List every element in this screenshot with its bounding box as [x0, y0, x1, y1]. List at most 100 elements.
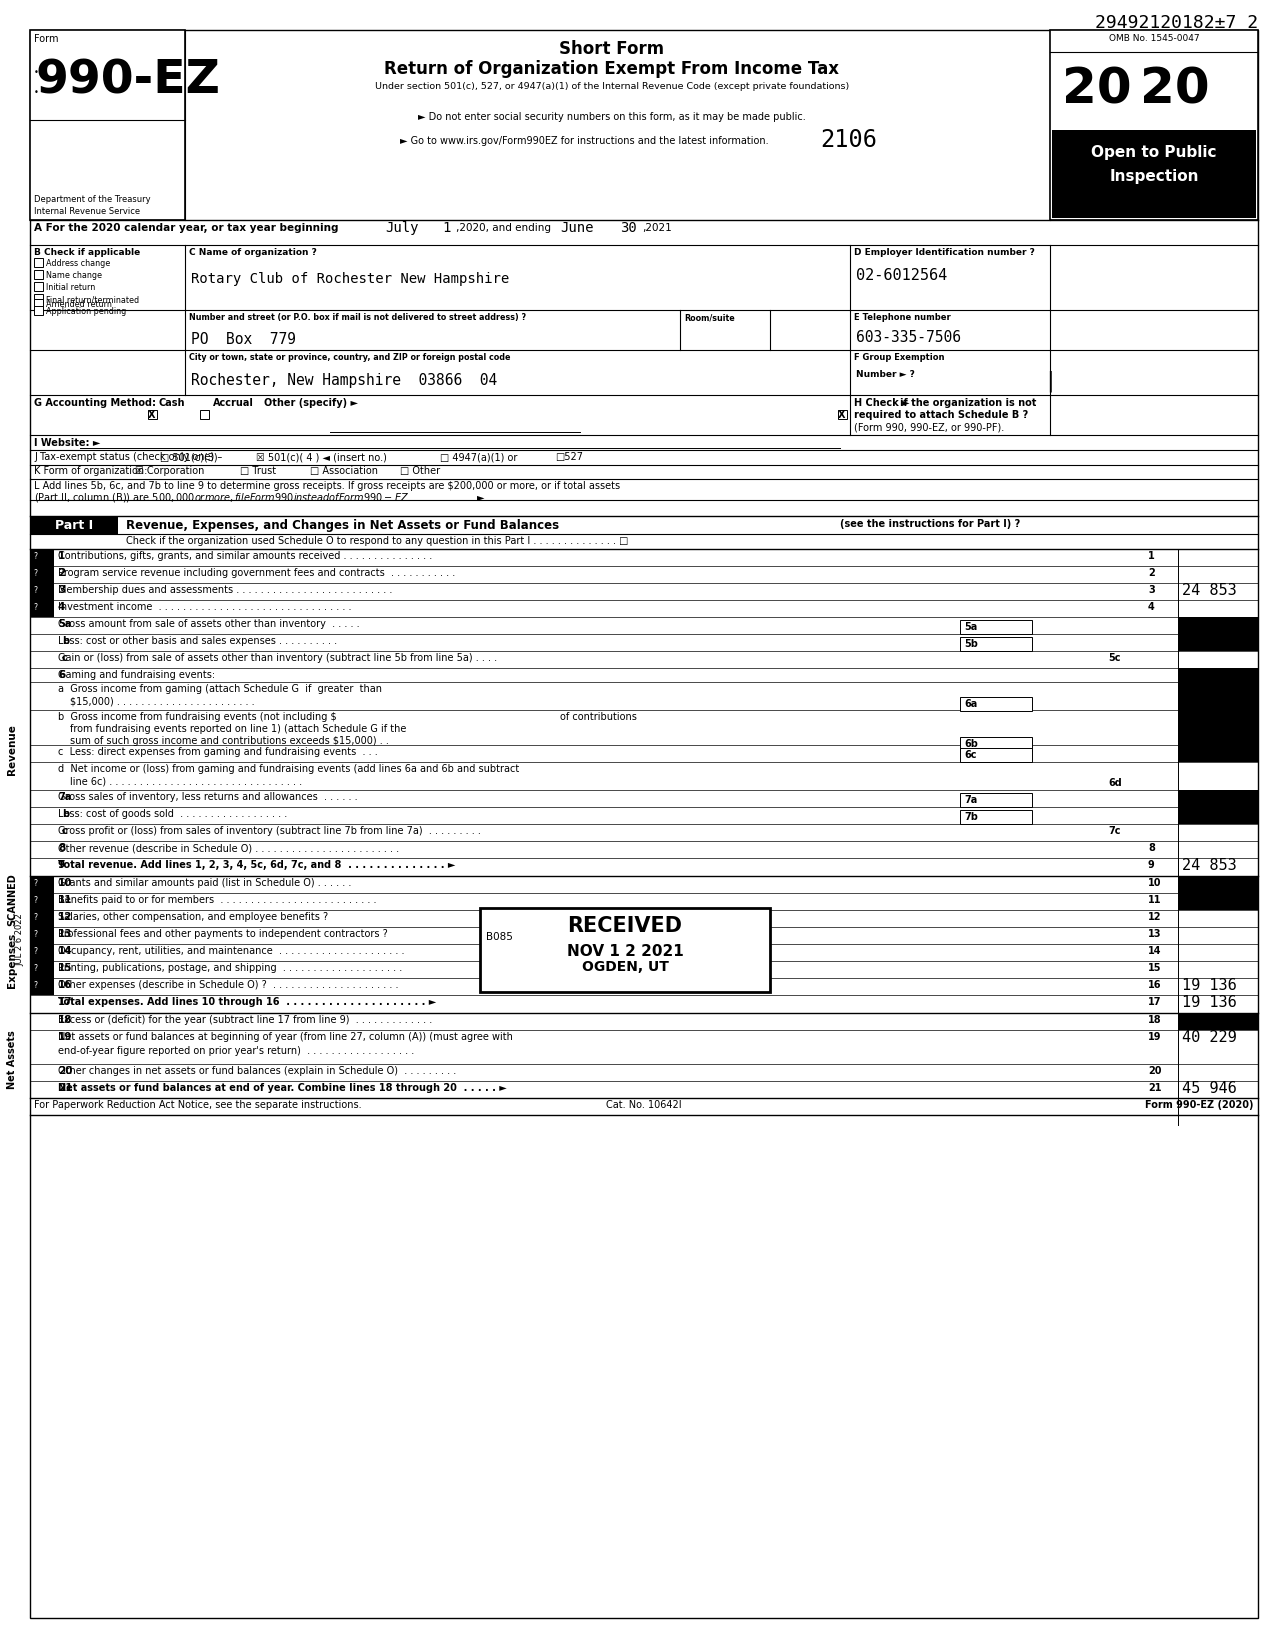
Text: ► Do not enter social security numbers on this form, as it may be made public.: ► Do not enter social security numbers o… [419, 112, 806, 122]
Text: 29492120182±7 2: 29492120182±7 2 [1095, 13, 1258, 31]
Text: 17: 17 [1148, 997, 1162, 1007]
Text: B Check if applicable: B Check if applicable [33, 247, 140, 257]
Text: Accrual: Accrual [213, 399, 254, 409]
Text: B085: B085 [486, 933, 513, 943]
Text: X: X [148, 410, 156, 420]
Bar [33, 293, 43, 303]
Bar [960, 737, 1032, 751]
Text: 21: 21 [1148, 1083, 1162, 1093]
Text: 10: 10 [58, 878, 72, 888]
Bar [1179, 682, 1258, 710]
Text: 18: 18 [58, 1015, 72, 1025]
Text: $15,000) . . . . . . . . . . . . . . . . . . . . . . .: $15,000) . . . . . . . . . . . . . . . .… [70, 695, 255, 705]
Text: Return of Organization Exempt From Income Tax: Return of Organization Exempt From Incom… [385, 59, 840, 77]
Text: 10: 10 [1148, 878, 1162, 888]
Text: For Paperwork Reduction Act Notice, see the separate instructions.: For Paperwork Reduction Act Notice, see … [33, 1099, 362, 1111]
Text: Under section 501(c), 527, or 4947(a)(1) of the Internal Revenue Code (except pr: Under section 501(c), 527, or 4947(a)(1)… [375, 82, 849, 91]
Text: OMB No. 1545-0047: OMB No. 1545-0047 [1109, 35, 1199, 43]
Bar [838, 410, 848, 419]
Text: 14: 14 [1148, 946, 1162, 956]
Bar [30, 893, 54, 910]
Text: Room/suite: Room/suite [684, 313, 734, 321]
Text: Gaming and fundraising events:: Gaming and fundraising events: [58, 671, 215, 681]
Text: Number and street (or P.O. box if mail is not delivered to street address) ?: Number and street (or P.O. box if mail i… [189, 313, 526, 321]
Text: 5b: 5b [963, 639, 978, 649]
Text: ► Go to www.irs.gov/Form990EZ for instructions and the latest information.: ► Go to www.irs.gov/Form990EZ for instru… [401, 137, 769, 147]
Text: □ Other: □ Other [401, 466, 440, 476]
Text: Less: cost of goods sold  . . . . . . . . . . . . . . . . . .: Less: cost of goods sold . . . . . . . .… [58, 809, 287, 819]
Text: 6c: 6c [963, 750, 976, 760]
Text: 13: 13 [58, 929, 72, 939]
Text: □527: □527 [555, 452, 583, 461]
Bar [33, 282, 43, 292]
Text: ?: ? [33, 587, 37, 595]
Bar [960, 811, 1032, 824]
Text: 19: 19 [58, 1032, 72, 1042]
Text: ?: ? [33, 897, 37, 905]
Text: c  Less: direct expenses from gaming and fundraising events  . . .: c Less: direct expenses from gaming and … [58, 747, 377, 756]
Text: Short Form: Short Form [559, 40, 665, 58]
Text: ☒ 501(c)( 4 ) ◄ (insert no.): ☒ 501(c)( 4 ) ◄ (insert no.) [256, 452, 386, 461]
Text: Internal Revenue Service: Internal Revenue Service [33, 208, 140, 216]
Text: Less: cost or other basis and sales expenses . . . . . . . . . .: Less: cost or other basis and sales expe… [58, 636, 337, 646]
Text: 3: 3 [58, 585, 66, 595]
Text: 6a: 6a [963, 699, 978, 709]
Text: 19 136: 19 136 [1182, 977, 1236, 994]
Text: 20: 20 [58, 1066, 72, 1076]
Text: E Telephone number: E Telephone number [854, 313, 951, 321]
Text: 11: 11 [58, 895, 72, 905]
Text: 5a: 5a [58, 620, 71, 630]
Text: Form: Form [33, 35, 58, 44]
Text: ?: ? [33, 929, 37, 939]
Bar [30, 583, 54, 600]
Bar [1179, 1014, 1258, 1030]
Text: SCANNED: SCANNED [6, 873, 17, 926]
Text: 1: 1 [58, 550, 66, 560]
Text: 15: 15 [1148, 962, 1162, 972]
Bar [30, 961, 54, 977]
Text: 30: 30 [620, 221, 636, 236]
Text: 17: 17 [58, 997, 72, 1007]
Text: 2: 2 [58, 569, 66, 578]
Text: 9: 9 [1148, 860, 1155, 870]
Bar [33, 259, 43, 267]
Text: 7a: 7a [58, 793, 71, 803]
Bar [30, 565, 54, 583]
Text: □ Trust: □ Trust [240, 466, 276, 476]
Text: 45 946: 45 946 [1182, 1081, 1236, 1096]
Text: Professional fees and other payments to independent contractors ?: Professional fees and other payments to … [58, 929, 388, 939]
Text: 19 136: 19 136 [1182, 995, 1236, 1010]
Bar [960, 638, 1032, 651]
Text: RECEIVED: RECEIVED [568, 916, 683, 936]
Text: Inspection: Inspection [1109, 170, 1199, 185]
Bar [1050, 30, 1258, 219]
Bar [30, 30, 185, 219]
Bar [30, 877, 54, 893]
Text: Gross amount from sale of assets other than inventory  . . . . .: Gross amount from sale of assets other t… [58, 620, 359, 630]
Text: required to attach Schedule B ?: required to attach Schedule B ? [854, 410, 1028, 420]
Text: L Add lines 5b, 6c, and 7b to line 9 to determine gross receipts. If gross recei: L Add lines 5b, 6c, and 7b to line 9 to … [33, 481, 620, 491]
Bar [1179, 877, 1258, 893]
Bar [30, 516, 118, 534]
Bar [1179, 616, 1258, 634]
Text: c: c [62, 826, 68, 836]
Text: 7a: 7a [963, 794, 978, 804]
Text: 3: 3 [1148, 585, 1155, 595]
Text: (Form 990, 990-EZ, or 990-PF).: (Form 990, 990-EZ, or 990-PF). [854, 422, 1005, 432]
Text: Department of the Treasury: Department of the Treasury [33, 194, 151, 204]
Text: 13: 13 [1148, 929, 1162, 939]
Text: Program service revenue including government fees and contracts  . . . . . . . .: Program service revenue including govern… [58, 569, 455, 578]
Bar [960, 748, 1032, 761]
Text: Membership dues and assessments . . . . . . . . . . . . . . . . . . . . . . . . : Membership dues and assessments . . . . … [58, 585, 393, 595]
Text: Open to Public: Open to Public [1091, 145, 1217, 160]
Text: 12: 12 [1148, 911, 1162, 921]
Bar [960, 793, 1032, 808]
Text: K Form of organization:: K Form of organization: [33, 466, 147, 476]
Text: Gross profit or (loss) from sales of inventory (subtract line 7b from line 7a)  : Gross profit or (loss) from sales of inv… [58, 826, 480, 836]
Bar [33, 270, 43, 279]
Text: Cash: Cash [158, 399, 185, 409]
Text: Final return/terminated: Final return/terminated [46, 295, 139, 303]
Text: ?: ? [33, 878, 37, 888]
Text: 21: 21 [58, 1083, 72, 1093]
Text: Other (specify) ►: Other (specify) ► [264, 399, 358, 409]
